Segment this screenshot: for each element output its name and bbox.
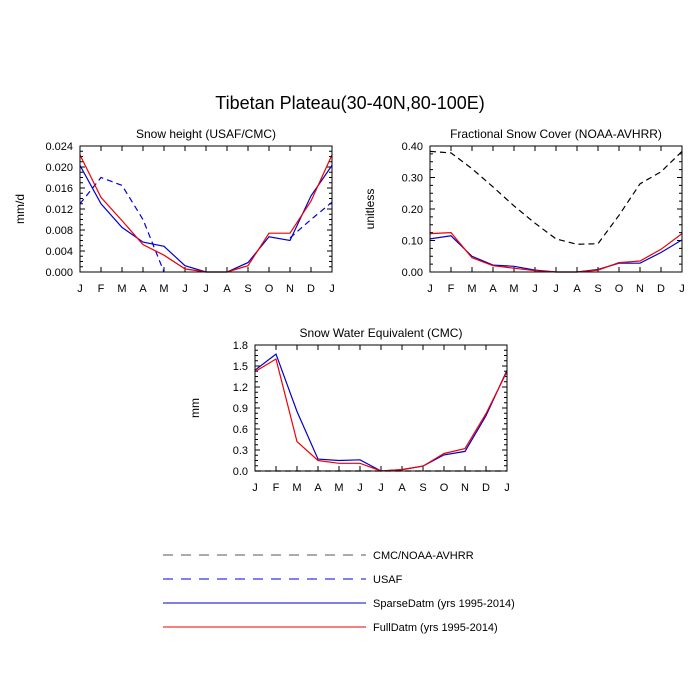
- panel-title: Snow height (USAF/CMC): [136, 127, 276, 141]
- y-tick-label: 0.004: [45, 246, 73, 258]
- series-line-fulldatm: [254, 358, 508, 472]
- panel-title: Snow Water Equivalent (CMC): [300, 326, 463, 340]
- y-tick-label: 0.20: [402, 204, 423, 216]
- legend-label: SparseDatm (yrs 1995-2014): [373, 598, 515, 610]
- x-tick-label: J: [77, 283, 83, 295]
- x-tick-label: A: [223, 283, 231, 295]
- y-tick-label: 1.5: [233, 361, 248, 373]
- x-tick-label: J: [378, 482, 384, 494]
- x-tick-label: S: [419, 482, 426, 494]
- panel-1: Snow height (USAF/CMC) mm/d 0.000 0.004 0.00…: [13, 127, 335, 295]
- y-tick-label: 1.8: [233, 340, 248, 352]
- y-tick-label: 1.2: [233, 382, 248, 394]
- x-tick-label: F: [98, 283, 105, 295]
- x-tick-label: D: [482, 482, 490, 494]
- x-tick-label: M: [159, 283, 168, 295]
- y-tick-label: 0.3: [233, 445, 248, 457]
- figure-title: Tibetan Plateau(30-40N,80-100E): [215, 93, 485, 113]
- x-tick-label: A: [314, 482, 322, 494]
- series-line-usaf: [79, 176, 165, 273]
- plot-frame: [79, 145, 333, 273]
- x-tick-label: D: [657, 283, 665, 295]
- series-line-usaf: [289, 201, 333, 239]
- x-tick-label: N: [636, 283, 644, 295]
- x-tick-label: D: [307, 283, 315, 295]
- y-tick-label: 0.9: [233, 403, 248, 415]
- panel-title: Fractional Snow Cover (NOAA-AVHRR): [450, 127, 662, 141]
- x-tick-label: A: [489, 283, 497, 295]
- x-tick-label: J: [329, 283, 335, 295]
- x-tick-label: J: [532, 283, 538, 295]
- legend-label: FullDatm (yrs 1995-2014): [373, 622, 498, 634]
- x-tick-label: J: [203, 283, 209, 295]
- y-tick-label: 0.30: [402, 173, 423, 185]
- series-line-sparsedatm: [79, 165, 333, 273]
- x-tick-label: N: [286, 283, 294, 295]
- x-tick-label: O: [615, 283, 624, 295]
- x-tick-label: M: [117, 283, 126, 295]
- y-tick-label: 0.40: [402, 141, 423, 153]
- x-tick-label: F: [273, 482, 280, 494]
- x-tick-label: S: [244, 283, 251, 295]
- legend: CMC/NOAA-AVHRR USAF SparseDatm (yrs 1995-2…: [163, 550, 515, 634]
- y-tick-label: 0.016: [45, 183, 73, 195]
- x-tick-label: J: [553, 283, 559, 295]
- x-tick-label: M: [509, 283, 518, 295]
- x-tick-label: J: [357, 482, 363, 494]
- series-line-sparsedatm: [254, 353, 508, 472]
- y-tick-label: 0.000: [45, 267, 73, 279]
- x-tick-label: J: [504, 482, 510, 494]
- series-line-fulldatm: [429, 231, 683, 273]
- y-tick-label: 0.0: [233, 466, 248, 478]
- series-line-cmcnoaaavhrr: [429, 150, 683, 245]
- y-tick-label: 0.012: [45, 204, 73, 216]
- y-tick-label: 0.00: [402, 267, 423, 279]
- x-tick-label: F: [448, 283, 455, 295]
- x-tick-label: N: [461, 482, 469, 494]
- y-tick-label: 0.024: [45, 141, 73, 153]
- x-tick-label: M: [467, 283, 476, 295]
- x-tick-label: M: [292, 482, 301, 494]
- x-tick-label: J: [679, 283, 685, 295]
- x-tick-label: A: [139, 283, 147, 295]
- x-tick-label: J: [252, 482, 258, 494]
- legend-label: CMC/NOAA-AVHRR: [373, 550, 474, 562]
- x-tick-label: J: [182, 283, 188, 295]
- y-axis-label: mm/d: [13, 194, 27, 224]
- y-tick-label: 0.6: [233, 424, 248, 436]
- y-tick-label: 0.10: [402, 236, 423, 248]
- x-tick-label: S: [594, 283, 601, 295]
- x-tick-label: O: [265, 283, 274, 295]
- y-tick-label: 0.008: [45, 225, 73, 237]
- x-tick-label: O: [440, 482, 449, 494]
- y-axis-label: unitless: [363, 189, 377, 230]
- x-tick-label: A: [573, 283, 581, 295]
- series-line-fulldatm: [79, 154, 333, 273]
- series-line-sparsedatm: [429, 235, 683, 273]
- y-tick-label: 0.020: [45, 162, 73, 174]
- x-tick-label: M: [334, 482, 343, 494]
- panel-3: Snow Water Equivalent (CMC) mm 0.0 0.3 0.6 0.…: [188, 326, 510, 494]
- panel-2: Fractional Snow Cover (NOAA-AVHRR) unitle…: [363, 127, 685, 295]
- plot-frame: [254, 344, 508, 472]
- x-tick-label: J: [427, 283, 433, 295]
- legend-label: USAF: [373, 574, 403, 586]
- y-axis-label: mm: [188, 398, 202, 418]
- plot-frame: [429, 145, 683, 273]
- x-tick-label: A: [398, 482, 406, 494]
